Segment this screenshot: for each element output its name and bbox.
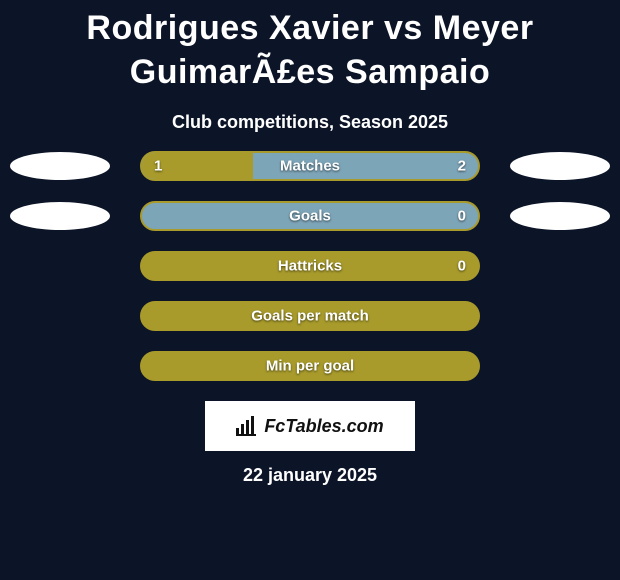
bar-label: Goals: [289, 208, 331, 225]
bar-label: Matches: [280, 158, 340, 175]
bar-value-right: 0: [458, 258, 466, 275]
player-left-oval: [10, 152, 110, 180]
bar-row: Hattricks 0: [10, 251, 610, 281]
player-left-oval: [10, 202, 110, 230]
stat-bar: Hattricks 0: [140, 251, 480, 281]
bar-value-right: 0: [458, 208, 466, 225]
bar-value-left: 1: [154, 158, 162, 175]
bar-label: Hattricks: [278, 258, 342, 275]
comparison-bars: Matches 1 2 Goals 0 Hattricks 0 Goals per match…: [0, 151, 620, 381]
stat-bar: Matches 1 2: [140, 151, 480, 181]
chart-icon: [236, 416, 258, 436]
logo-text: FcTables.com: [264, 416, 383, 437]
bar-row: Goals 0: [10, 201, 610, 231]
bar-label: Min per goal: [266, 358, 354, 375]
stat-bar: Goals per match: [140, 301, 480, 331]
fctables-logo: FcTables.com: [205, 401, 415, 451]
bar-row: Goals per match: [10, 301, 610, 331]
stat-bar: Goals 0: [140, 201, 480, 231]
stat-bar: Min per goal: [140, 351, 480, 381]
player-right-oval: [510, 202, 610, 230]
player-right-oval: [510, 152, 610, 180]
bar-row: Min per goal: [10, 351, 610, 381]
bar-value-right: 2: [458, 158, 466, 175]
bar-label: Goals per match: [251, 308, 369, 325]
date-text: 22 january 2025: [0, 465, 620, 486]
page-title: Rodrigues Xavier vs Meyer GuimarÃ£es Sam…: [0, 0, 620, 104]
bar-row: Matches 1 2: [10, 151, 610, 181]
subtitle: Club competitions, Season 2025: [0, 104, 620, 151]
